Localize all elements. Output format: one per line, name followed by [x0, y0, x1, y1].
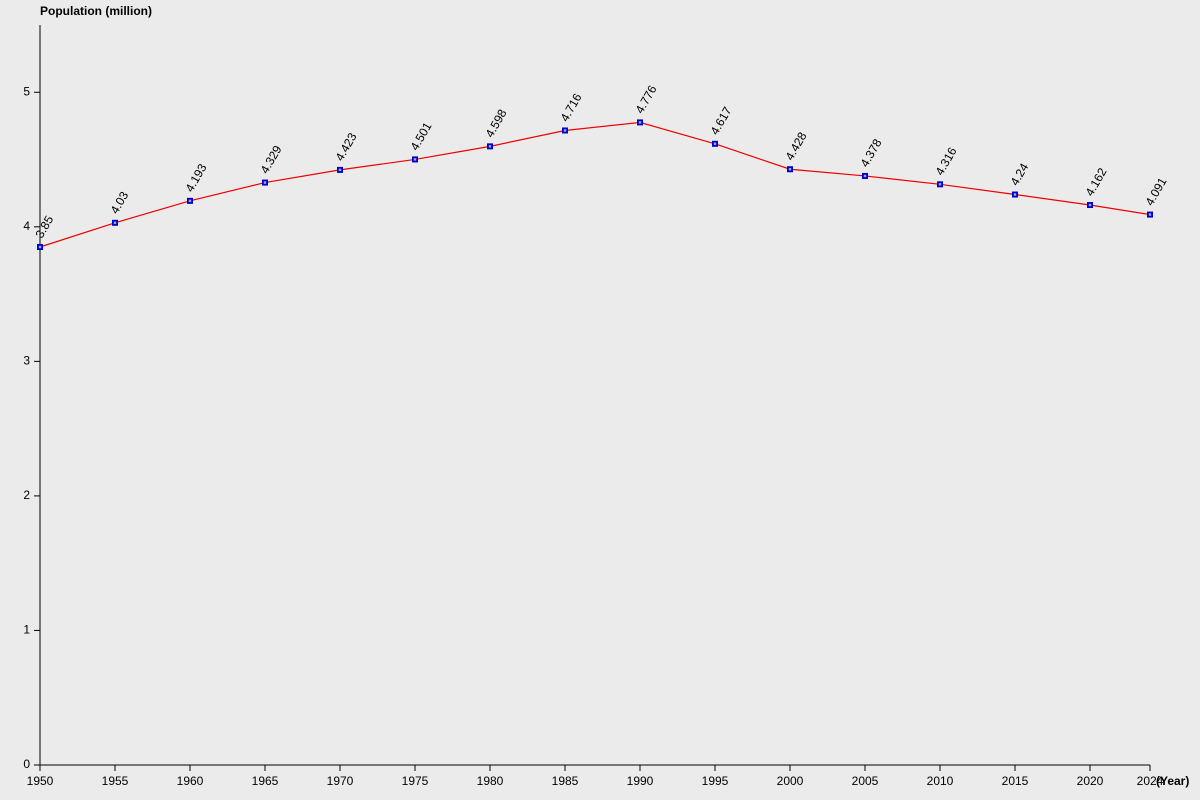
data-marker-inner	[339, 169, 341, 171]
x-tick-label: 1960	[177, 774, 204, 788]
x-tick-label: 1975	[402, 774, 429, 788]
data-marker-inner	[714, 143, 716, 145]
y-tick-label: 2	[23, 488, 30, 502]
x-tick-label: 2020	[1077, 774, 1104, 788]
data-marker-inner	[1014, 193, 1016, 195]
data-marker-inner	[39, 246, 41, 248]
x-tick-label: 2015	[1002, 774, 1029, 788]
x-tick-label: 1965	[252, 774, 279, 788]
data-marker-inner	[414, 158, 416, 160]
data-marker-inner	[264, 181, 266, 183]
x-tick-label: 1995	[702, 774, 729, 788]
x-tick-label: 1985	[552, 774, 579, 788]
x-tick-label: 1955	[102, 774, 129, 788]
data-marker-inner	[1149, 213, 1151, 215]
x-tick-label: 1990	[627, 774, 654, 788]
data-marker-inner	[864, 175, 866, 177]
data-marker-inner	[489, 145, 491, 147]
y-axis-title: Population (million)	[40, 4, 152, 18]
data-marker-inner	[114, 222, 116, 224]
data-marker-inner	[189, 200, 191, 202]
y-tick-label: 5	[23, 84, 30, 98]
data-marker-inner	[939, 183, 941, 185]
y-tick-label: 4	[23, 219, 30, 233]
x-axis-title: (Year)	[1156, 774, 1189, 788]
y-tick-label: 0	[23, 757, 30, 771]
chart-background	[0, 0, 1200, 800]
x-tick-label: 2010	[927, 774, 954, 788]
data-marker-inner	[564, 129, 566, 131]
y-tick-label: 3	[23, 354, 30, 368]
data-marker-inner	[789, 168, 791, 170]
x-tick-label: 1980	[477, 774, 504, 788]
x-tick-label: 1950	[27, 774, 54, 788]
population-line-chart: 0 1 2 3 4 5 1950 1955 1960 1965 1970 1975 1980 1985 19…	[0, 0, 1200, 800]
x-tick-label: 2000	[777, 774, 804, 788]
data-marker-inner	[1089, 204, 1091, 206]
x-tick-label: 2005	[852, 774, 879, 788]
y-tick-label: 1	[23, 623, 30, 637]
data-marker-inner	[639, 121, 641, 123]
x-tick-label: 1970	[327, 774, 354, 788]
